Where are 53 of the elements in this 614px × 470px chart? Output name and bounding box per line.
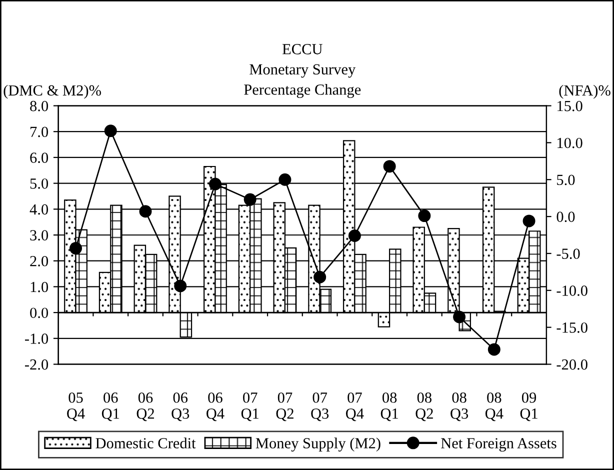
- y2-tick-label: -10.0: [556, 286, 588, 296]
- x-tick-label: 07 Q4: [346, 392, 364, 422]
- x-tick-label: 06 Q2: [136, 392, 154, 422]
- point: [70, 242, 82, 255]
- x-tick-label: 08 Q3: [450, 392, 468, 422]
- x-tick-label: 07 Q1: [241, 392, 259, 422]
- y-tick-label: 2.0: [30, 256, 48, 266]
- x-tick-label: 06 Q1: [102, 392, 120, 422]
- x-tick-label: 07 Q3: [311, 392, 329, 422]
- y-axis-title: (DMC & M2)%: [4, 84, 102, 99]
- y-tick-label: 5.0: [30, 178, 48, 189]
- point: [348, 229, 361, 242]
- y2-tick-label: 10.0: [558, 138, 582, 148]
- y2-tick-label: -20.0: [556, 359, 588, 370]
- x-tick-label: 08 Q2: [416, 392, 433, 422]
- point: [488, 343, 500, 356]
- point: [383, 160, 396, 173]
- y2-tick-label: -15.0: [556, 322, 588, 333]
- y-tick-label: 6.0: [30, 152, 48, 163]
- point: [522, 214, 536, 228]
- point: [453, 310, 466, 324]
- y-tick-label: -1.0: [24, 334, 48, 344]
- y-tick-label: -2.0: [24, 359, 48, 370]
- y2-axis-title: (NFA)%: [559, 84, 610, 99]
- x-tick-label: 06 Q4: [206, 392, 224, 422]
- x-tick-label: 09 Q1: [520, 392, 538, 422]
- x-tick-label: 06 Q3: [172, 392, 190, 422]
- y-tick-label: 8.0: [30, 100, 48, 112]
- y2-tick-label: 15.0: [558, 100, 582, 112]
- point: [244, 193, 256, 206]
- y2-tick-label: 5.0: [557, 174, 575, 186]
- chart-title: ECCU Monetary Survey Percentage Change: [244, 44, 361, 98]
- y-tick-label: 7.0: [30, 126, 48, 138]
- y-tick-label: 3.0: [30, 230, 48, 241]
- x-tick-label: 08 Q4: [485, 392, 504, 422]
- point: [314, 270, 326, 284]
- x-tick-label: 05 Q4: [67, 392, 85, 422]
- x-tick-label: 08 Q1: [380, 392, 398, 422]
- legend-label: Net Foreign Assets: [441, 438, 556, 452]
- y2-tick-label: 0.0: [556, 212, 575, 222]
- y-tick-label: 0.0: [30, 308, 48, 318]
- x-tick-label: 07 Q2: [276, 392, 294, 422]
- point: [104, 124, 117, 138]
- point: [174, 280, 187, 292]
- legend-label: Money Supply (M2): [256, 438, 380, 452]
- point: [418, 210, 431, 222]
- y-tick-label: 4.0: [30, 204, 48, 215]
- point: [208, 178, 222, 190]
- point: [139, 205, 152, 218]
- y2-tick-label: -5.0: [556, 248, 580, 259]
- legend-label: Domestic Credit: [96, 438, 196, 448]
- point: [278, 173, 292, 186]
- y-tick-label: 1.0: [30, 282, 48, 292]
